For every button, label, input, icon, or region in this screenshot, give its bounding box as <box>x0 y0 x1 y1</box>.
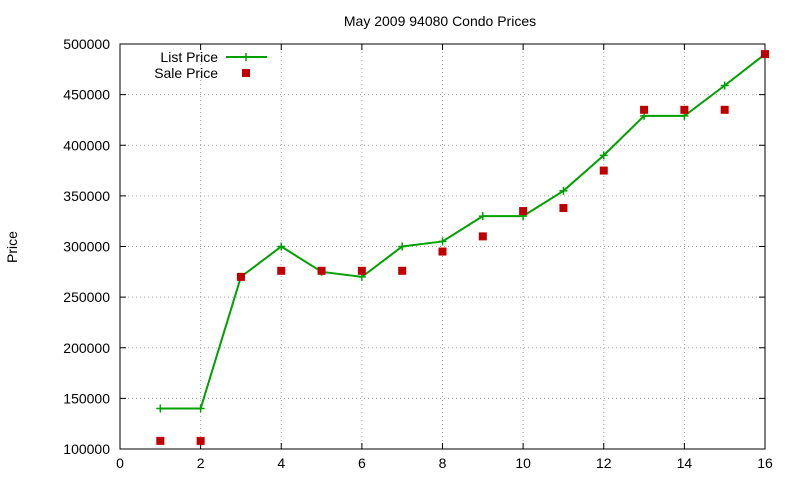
data-point-square <box>438 247 447 256</box>
y-tick-label: 150000 <box>63 390 110 406</box>
x-tick-label: 10 <box>515 455 531 471</box>
data-point-plus <box>196 404 205 413</box>
data-point-plus <box>599 151 608 160</box>
x-tick-label: 0 <box>116 455 124 471</box>
data-point-square <box>680 105 689 114</box>
y-tick-label: 200000 <box>63 340 110 356</box>
x-tick-label: 6 <box>358 455 366 471</box>
x-tick-label: 2 <box>197 455 205 471</box>
data-point-square <box>156 436 165 445</box>
data-point-plus <box>720 81 729 90</box>
data-point-plus <box>559 186 568 195</box>
y-tick-label: 400000 <box>63 137 110 153</box>
chart-title: May 2009 94080 Condo Prices <box>344 13 536 29</box>
series-line <box>160 53 766 410</box>
series-sale-price <box>156 50 769 445</box>
data-point-square <box>559 204 568 213</box>
plot-series <box>156 50 769 445</box>
y-tick-label: 500000 <box>63 36 110 52</box>
y-tick-label: 100000 <box>63 441 110 457</box>
data-point-square <box>357 266 366 275</box>
legend-label: List Price <box>160 49 218 65</box>
data-point-square <box>640 105 649 114</box>
data-point-square <box>599 166 608 175</box>
y-tick-label: 350000 <box>63 188 110 204</box>
x-tick-label: 8 <box>439 455 447 471</box>
data-point-square <box>196 436 205 445</box>
data-point-plus <box>478 212 487 221</box>
y-tick-label: 300000 <box>63 239 110 255</box>
data-point-square <box>277 266 286 275</box>
x-tick-label: 12 <box>596 455 612 471</box>
data-point-square <box>519 207 528 216</box>
data-point-plus <box>156 404 165 413</box>
axes: 0 2 4 6 8 10 12 14 16 100000 150000 200000 250000 300… <box>63 36 773 471</box>
x-tick-label: 16 <box>757 455 773 471</box>
data-point-square <box>398 266 407 275</box>
x-tick-label: 14 <box>677 455 693 471</box>
legend-square-swatch <box>242 69 250 77</box>
data-point-square <box>236 272 245 281</box>
data-point-square <box>478 232 487 241</box>
x-tick-label: 4 <box>277 455 285 471</box>
y-tick-label: 250000 <box>63 289 110 305</box>
legend-label: Sale Price <box>154 65 218 81</box>
data-point-square <box>720 105 729 114</box>
y-axis-label: Price <box>4 231 20 263</box>
legend-item-sale-price: Sale Price <box>154 65 250 81</box>
grid-lines <box>120 44 765 449</box>
data-point-plus <box>277 242 286 251</box>
data-point-plus <box>438 237 447 246</box>
legend-item-list-price: List Price <box>160 49 267 65</box>
data-point-plus <box>398 242 407 251</box>
y-tick-label: 450000 <box>63 87 110 103</box>
data-point-square <box>761 50 769 59</box>
data-point-square <box>317 266 326 275</box>
series-list-price <box>156 50 769 413</box>
